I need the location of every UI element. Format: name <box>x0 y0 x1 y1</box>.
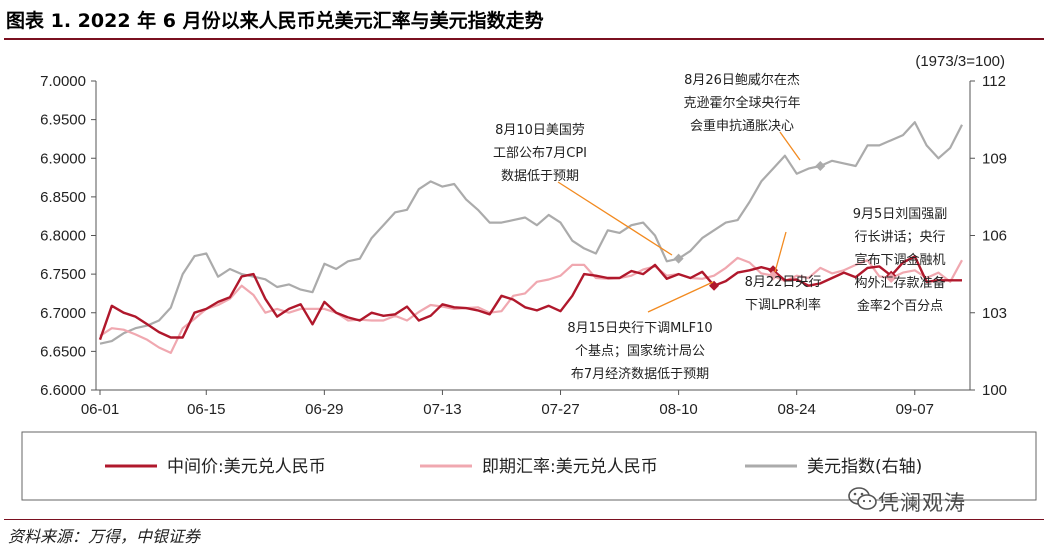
annotation-text: 会重申抗通胀决心 <box>690 118 794 134</box>
series-line-spot-rate <box>99 256 963 354</box>
annotation-text: 8月22日央行 <box>745 275 822 290</box>
legend-label: 美元指数(右轴) <box>807 457 922 477</box>
x-tick-label: 07-13 <box>423 401 461 418</box>
title-divider <box>4 38 1044 40</box>
source-divider <box>4 519 1044 520</box>
right-axis-unit: (1973/3=100) <box>915 53 1005 70</box>
x-tick-label: 08-24 <box>777 401 815 418</box>
x-tick-label: 08-10 <box>659 401 697 418</box>
left-tick-label: 6.6500 <box>40 343 86 360</box>
series-line-central-parity <box>98 255 962 341</box>
annotation-text: 布7月经济数据低于预期 <box>571 367 709 382</box>
left-tick-label: 6.7000 <box>40 305 86 322</box>
annotation-text: 9月5日刘国强副 <box>853 207 948 222</box>
left-tick-label: 6.9000 <box>40 150 86 167</box>
right-tick-label: 100 <box>982 382 1007 399</box>
axes: 6.6000 6.6500 6.7000 6.7500 6.8000 6.8500 6.90… <box>40 53 1007 418</box>
left-tick-label: 6.7500 <box>40 266 86 283</box>
x-tick-label: 06-29 <box>305 401 343 418</box>
annotation-text: 工部公布7月CPI <box>493 146 587 161</box>
left-tick-label: 6.6000 <box>40 382 86 399</box>
annotation-leader-line <box>557 181 673 256</box>
left-tick-label: 6.9500 <box>40 112 86 129</box>
annotation-leader-line <box>774 231 787 273</box>
source-note: 资料来源：万得，中银证券 <box>8 527 201 546</box>
x-tick-label: 07-27 <box>541 401 579 418</box>
annotation-text: 下调LPR利率 <box>745 297 821 313</box>
watermark: 凭澜观涛 <box>878 491 966 515</box>
chart-title: 图表 1. 2022 年 6 月份以来人民币兑美元汇率与美元指数走势 <box>6 10 544 32</box>
event-diamond-marker <box>886 272 897 283</box>
right-tick-label: 109 <box>982 150 1007 167</box>
right-tick-label: 112 <box>982 73 1006 90</box>
legend-label: 即期汇率:美元兑人民币 <box>482 457 658 477</box>
event-diamond-marker <box>673 253 684 264</box>
x-tick-label: 06-15 <box>187 401 225 418</box>
annotation-leader-line <box>779 131 801 161</box>
right-tick-label: 106 <box>982 228 1007 245</box>
event-markers <box>673 160 897 291</box>
annotation-text: 构外汇存款准备 <box>854 275 945 291</box>
annotation-leader-line <box>647 281 714 313</box>
x-tick-label: 09-07 <box>896 401 934 418</box>
wechat-icon <box>848 487 877 510</box>
annotation-text: 8月15日央行下调MLF10 <box>567 321 712 336</box>
annotation-text: 8月26日鲍威尔在杰 <box>684 73 800 88</box>
annotation-text: 克逊霍尔全球央行年 <box>683 95 800 111</box>
annotation-text: 个基点；国家统计局公 <box>575 343 705 359</box>
event-diamond-marker <box>815 160 826 171</box>
annotation-text: 行长讲话；央行 <box>854 230 945 245</box>
chart-canvas: 6.6000 6.6500 6.7000 6.7500 6.8000 6.8500 6.90… <box>21 53 1037 501</box>
annotation-text: 数据低于预期 <box>501 169 579 184</box>
annotation-text: 宣布下调金融机 <box>854 252 945 268</box>
left-tick-label: 7.0000 <box>40 73 86 90</box>
right-tick-label: 103 <box>982 305 1007 322</box>
annotation-text: 金率2个百分点 <box>857 298 943 314</box>
x-tick-label: 06-01 <box>81 401 119 418</box>
left-tick-label: 6.8000 <box>40 228 86 245</box>
left-tick-label: 6.8500 <box>40 189 86 206</box>
legend-label: 中间价:美元兑人民币 <box>167 457 326 477</box>
legend-box <box>21 431 1037 501</box>
event-diamond-marker <box>768 270 779 281</box>
annotation-text: 8月10日美国劳 <box>495 122 585 138</box>
legend: 中间价:美元兑人民币 即期汇率:美元兑人民币 美元指数(右轴) <box>21 431 1037 501</box>
